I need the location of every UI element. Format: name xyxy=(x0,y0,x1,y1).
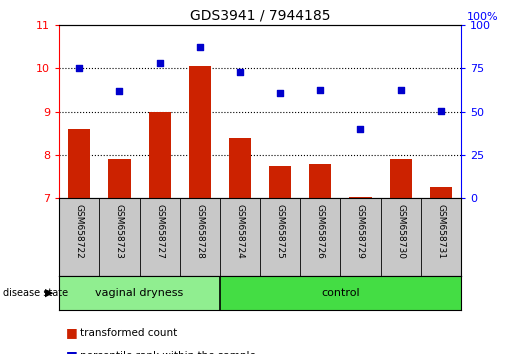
Bar xyxy=(430,187,452,198)
Point xyxy=(356,126,365,132)
Point xyxy=(276,91,284,96)
Bar xyxy=(310,164,331,198)
Text: GSM658731: GSM658731 xyxy=(436,205,445,259)
Text: GSM658728: GSM658728 xyxy=(195,205,204,259)
Text: 100%: 100% xyxy=(467,12,498,22)
Point xyxy=(115,88,124,93)
Text: percentile rank within the sample: percentile rank within the sample xyxy=(80,351,256,354)
Text: control: control xyxy=(321,288,359,298)
Bar xyxy=(220,276,461,310)
Bar xyxy=(229,137,251,198)
Text: GSM658729: GSM658729 xyxy=(356,205,365,259)
Text: GSM658722: GSM658722 xyxy=(75,205,84,259)
Bar xyxy=(149,112,170,198)
Point xyxy=(236,70,244,75)
Point xyxy=(397,87,405,93)
Text: GSM658727: GSM658727 xyxy=(155,205,164,259)
Bar xyxy=(269,166,291,198)
Text: GSM658730: GSM658730 xyxy=(396,205,405,259)
Text: GDS3941 / 7944185: GDS3941 / 7944185 xyxy=(190,9,330,23)
Bar xyxy=(109,159,130,198)
Text: transformed count: transformed count xyxy=(80,328,177,338)
Text: ■: ■ xyxy=(66,349,78,354)
Point xyxy=(316,87,324,93)
Text: GSM658726: GSM658726 xyxy=(316,205,325,259)
Point xyxy=(196,45,204,50)
Bar xyxy=(189,66,211,198)
Text: GSM658724: GSM658724 xyxy=(235,205,245,259)
Bar xyxy=(390,159,411,198)
Point xyxy=(75,65,83,71)
Text: GSM658725: GSM658725 xyxy=(276,205,285,259)
Text: GSM658723: GSM658723 xyxy=(115,205,124,259)
Text: ■: ■ xyxy=(66,326,78,339)
Point xyxy=(437,108,445,114)
Point xyxy=(156,60,164,66)
Bar xyxy=(59,276,220,310)
Text: vaginal dryness: vaginal dryness xyxy=(95,288,184,298)
Text: ▶: ▶ xyxy=(45,288,53,298)
Text: disease state: disease state xyxy=(3,288,67,298)
Bar xyxy=(68,129,90,198)
